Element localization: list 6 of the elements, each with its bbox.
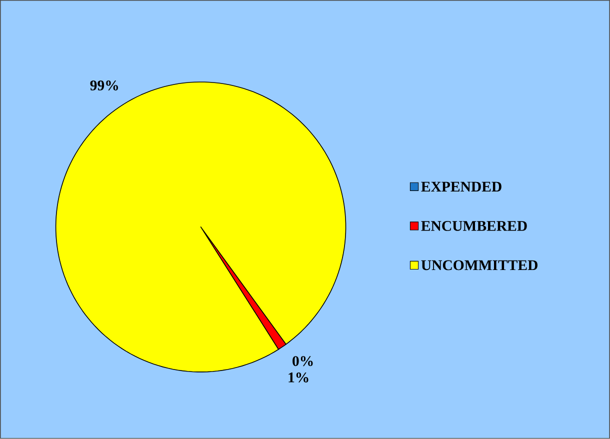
legend-label: EXPENDED	[421, 182, 502, 192]
data-label: 99%	[90, 80, 118, 91]
legend-label: UNCOMMITTED	[421, 260, 538, 270]
legend-label: ENCUMBERED	[421, 221, 527, 232]
text: 0%	[292, 356, 313, 366]
data-label: 1%	[288, 372, 308, 383]
